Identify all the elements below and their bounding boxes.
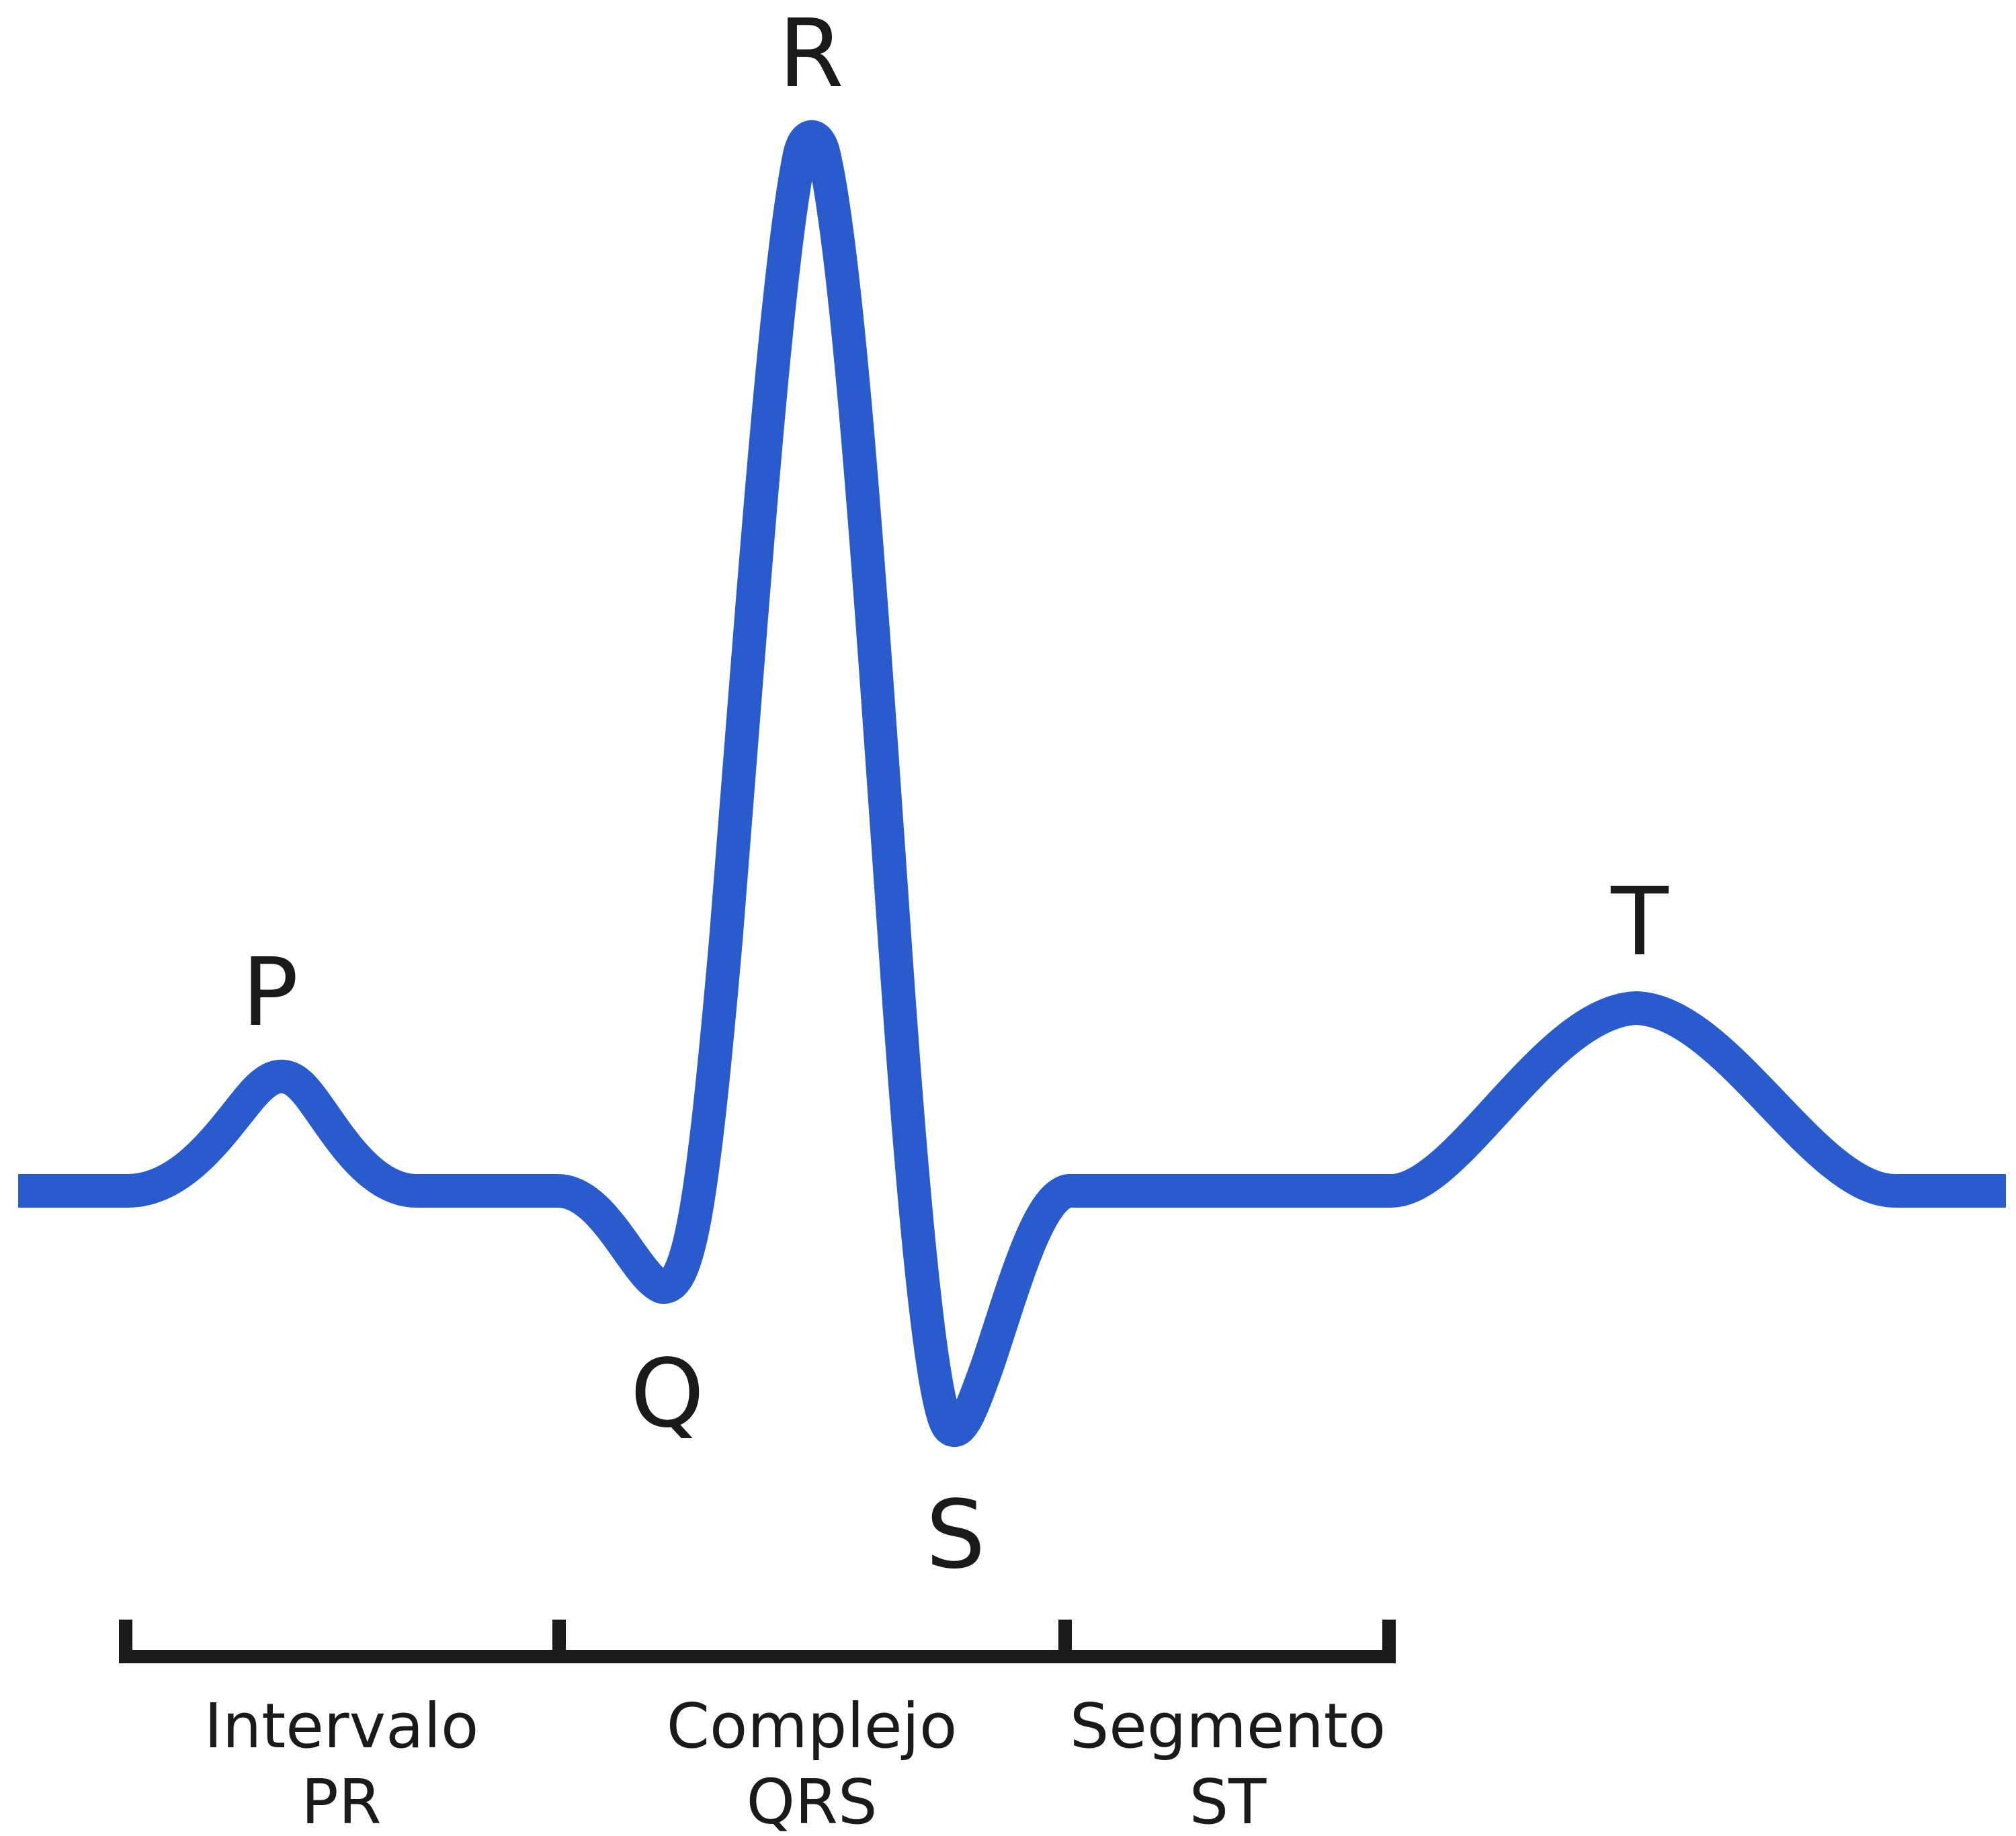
segment-label-qrs-line1: Complejo bbox=[667, 1690, 958, 1762]
wave-label-t: T bbox=[1610, 868, 1669, 977]
segment-label-st-line2: ST bbox=[1189, 1766, 1267, 1836]
segment-label-qrs-line2: QRS bbox=[747, 1766, 878, 1836]
segment-label-pr: Intervalo PR bbox=[204, 1690, 479, 1836]
segment-label-qrs: Complejo QRS bbox=[667, 1690, 958, 1836]
segment-label-pr-line2: PR bbox=[301, 1766, 381, 1836]
wave-label-p: P bbox=[242, 938, 298, 1048]
segment-label-pr-line1: Intervalo bbox=[204, 1690, 479, 1762]
ecg-trace bbox=[18, 120, 2006, 1447]
wave-label-s: S bbox=[926, 1480, 986, 1590]
wave-label-r: R bbox=[778, 0, 843, 109]
segment-label-st: Segmento ST bbox=[1070, 1690, 1386, 1836]
interval-bracket bbox=[119, 1620, 1396, 1663]
wave-label-q: Q bbox=[630, 1339, 704, 1449]
segment-label-st-line1: Segmento bbox=[1070, 1690, 1386, 1762]
